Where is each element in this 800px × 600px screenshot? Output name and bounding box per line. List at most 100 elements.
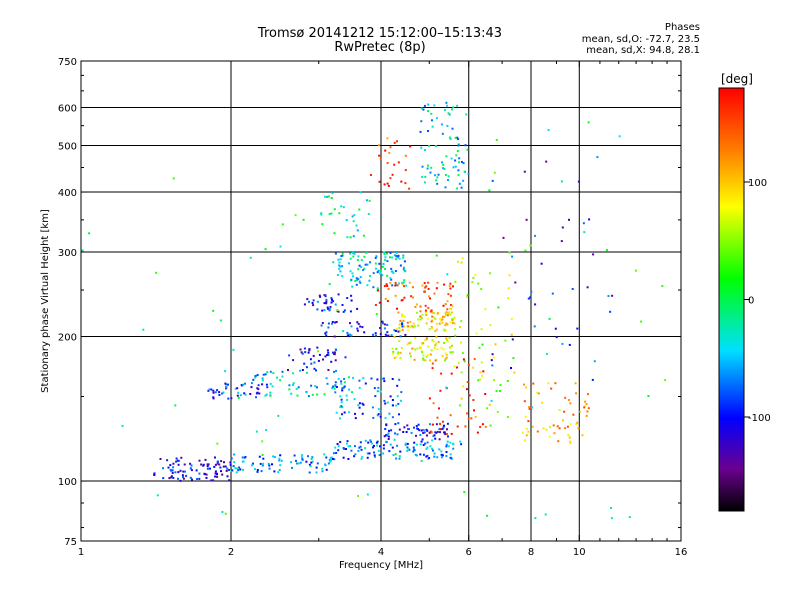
data-point [392, 454, 395, 457]
data-point [339, 406, 342, 409]
data-point [352, 252, 355, 255]
data-point [426, 429, 429, 432]
data-point [225, 386, 228, 389]
data-point [523, 400, 526, 403]
data-point [167, 466, 170, 469]
data-point [419, 318, 422, 321]
data-point [162, 467, 164, 470]
data-point [417, 318, 420, 321]
data-point [449, 453, 452, 456]
data-point [454, 280, 457, 283]
data-point [349, 310, 352, 313]
data-point [341, 252, 344, 255]
data-point [449, 414, 452, 417]
data-point [323, 302, 326, 305]
data-point [450, 457, 453, 460]
data-point [558, 427, 561, 430]
data-point [383, 258, 386, 261]
data-point [189, 476, 192, 479]
data-point [446, 308, 449, 311]
data-point [435, 342, 438, 345]
data-point [222, 391, 225, 394]
data-point [348, 388, 351, 391]
data-point [435, 423, 438, 426]
data-point [434, 330, 437, 333]
data-point [383, 380, 386, 383]
data-point [431, 362, 434, 365]
data-point [496, 410, 499, 413]
data-point [422, 108, 425, 111]
data-point [214, 472, 217, 475]
data-point [206, 465, 209, 468]
data-point [441, 321, 444, 324]
data-point [333, 352, 335, 355]
data-point [433, 316, 435, 319]
data-point [523, 383, 525, 386]
colorbar-tick-label: 0 [748, 296, 754, 307]
data-point [190, 469, 193, 472]
data-point [429, 359, 432, 362]
data-point [453, 322, 456, 325]
data-point [358, 208, 361, 211]
data-point [511, 338, 514, 341]
data-point [331, 192, 334, 195]
data-point [435, 328, 438, 331]
data-point [364, 382, 367, 385]
data-point [438, 428, 441, 431]
data-point [384, 267, 386, 270]
data-point [456, 136, 459, 139]
data-point [445, 337, 448, 340]
data-point [385, 252, 388, 255]
data-point [527, 297, 530, 300]
data-point [527, 430, 530, 433]
data-point [179, 469, 182, 472]
data-point [430, 349, 433, 352]
data-point [471, 281, 474, 284]
data-point [242, 460, 245, 463]
data-point [370, 440, 372, 443]
data-point [389, 443, 392, 446]
data-point [457, 174, 460, 177]
data-point [198, 459, 201, 462]
data-point [403, 325, 405, 328]
data-point [442, 304, 445, 307]
data-point [382, 444, 385, 447]
data-point [182, 476, 184, 478]
data-point [326, 349, 329, 352]
y-tick-label: 200 [58, 333, 77, 344]
data-point [428, 431, 431, 434]
data-point [484, 425, 487, 428]
data-point [514, 281, 517, 284]
data-point [523, 170, 526, 173]
data-point [311, 456, 314, 459]
data-point [447, 112, 450, 115]
x-tick-label: 2 [228, 547, 234, 558]
data-point [414, 337, 417, 339]
data-point [426, 434, 428, 437]
data-point [212, 479, 215, 482]
data-point [387, 438, 390, 440]
data-point [295, 459, 297, 462]
data-point [382, 262, 385, 265]
data-point [444, 433, 447, 436]
data-point [428, 328, 431, 331]
data-point [331, 321, 334, 323]
data-point [309, 465, 312, 468]
data-point [242, 468, 245, 471]
data-point [319, 295, 322, 298]
data-point [358, 379, 361, 382]
data-point [486, 514, 489, 517]
data-point [444, 186, 447, 189]
data-point [420, 317, 423, 320]
data-point [288, 384, 291, 387]
data-point [392, 350, 395, 353]
data-point [236, 394, 239, 397]
data-point [396, 353, 399, 355]
data-point [422, 432, 425, 434]
data-point [347, 445, 350, 448]
data-point [587, 407, 590, 410]
data-point [330, 297, 333, 300]
data-point [419, 347, 422, 349]
data-point [320, 213, 323, 216]
data-point [512, 357, 515, 360]
